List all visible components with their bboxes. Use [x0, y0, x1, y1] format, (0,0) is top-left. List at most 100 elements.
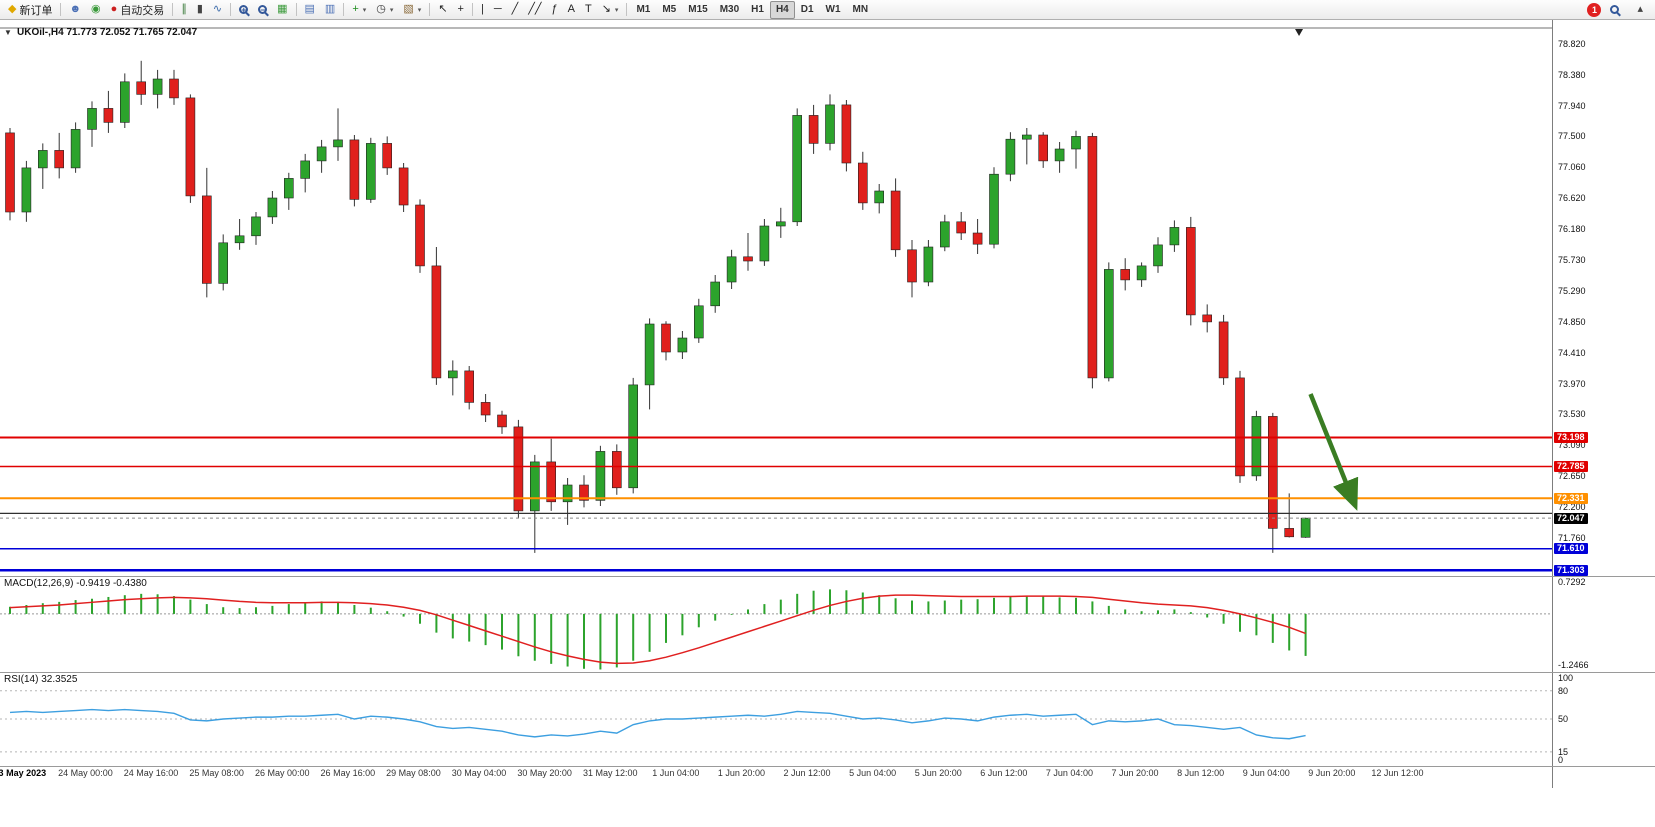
up-arrow-icon: ▴	[1637, 3, 1643, 15]
layout-icon: ▤	[304, 3, 315, 15]
chart-layout-button-1[interactable]: ▤	[300, 1, 320, 19]
axis-tick: 77.940	[1558, 100, 1586, 111]
timeframe-button-w1[interactable]: W1	[825, 4, 841, 15]
timeframe-button-m5[interactable]: M5	[662, 4, 677, 15]
time-axis-label: 25 May 08:00	[189, 768, 244, 778]
time-axis-label: 24 May 16:00	[123, 768, 179, 778]
timeframe-button-m15[interactable]: M15	[688, 4, 708, 15]
axis-tick: 76.180	[1558, 223, 1586, 234]
axis-tick: 72.200	[1558, 502, 1586, 513]
crosshair-icon: +	[457, 3, 464, 15]
timeframe-button-m1[interactable]: M1	[636, 4, 651, 15]
time-axis-label: 30 May 20:00	[517, 768, 572, 778]
vertical-line-button[interactable]: |	[476, 1, 489, 19]
candlestick-chart-button[interactable]: ▮	[192, 1, 208, 19]
price-axis: 78.820 78.380 77.940 77.500 77.060 76.620 76.1…	[1552, 20, 1655, 788]
bar-chart-button[interactable]: ∥	[176, 1, 192, 19]
horizontal-line-button[interactable]: ─	[489, 1, 507, 19]
price-tag: 72.331	[1554, 492, 1588, 504]
price-tag: 71.610	[1554, 543, 1588, 555]
macd-indicator-label: MACD(12,26,9) -0.9419 -0.4380	[4, 578, 147, 589]
toolbar-separator	[429, 3, 431, 16]
add-indicator-button[interactable]: + ▾	[347, 1, 371, 19]
vertical-line-icon: |	[480, 3, 484, 15]
chart-shift-marker[interactable]	[1295, 29, 1304, 36]
text-button[interactable]: A	[563, 1, 580, 19]
new-order-button-label: 新订单	[19, 4, 53, 17]
search-icon	[1610, 5, 1620, 14]
timeframe-button-h4[interactable]: H4	[769, 0, 795, 19]
new-order-button[interactable]: ◆ 新订单	[3, 1, 57, 19]
template-button[interactable]: ▧ ▾	[398, 1, 426, 19]
cursor-button[interactable]: ↖	[433, 1, 452, 19]
timeframe-button-mn[interactable]: MN	[852, 4, 869, 15]
text-icon: A	[567, 3, 575, 15]
timeframe-button-d1[interactable]: D1	[800, 4, 814, 15]
horizontal-line-icon: ─	[493, 3, 502, 15]
axis-tick: 76.620	[1558, 193, 1586, 203]
trendline-icon: ╱	[511, 3, 519, 15]
chart-window: ▼ UKOil-,H4 71.773 72.052 71.765 72.047 …	[0, 20, 1655, 827]
toolbar-separator	[471, 3, 473, 16]
toolbar: ◆ 新订单 ☻ ◉ ● 自动交易 ∥ ▮ ∿ + − ▦ ▤ ▥ + ▾ ◷ ▾ ▧ ▾ ↖ + | ─ ╱ ╱╱ ƒ A T ↘ ▾ M1 M…	[0, 0, 1655, 20]
trendline-button[interactable]: ╱	[507, 1, 524, 19]
chart-layout-button-2[interactable]: ▥	[320, 1, 340, 19]
chart-svg[interactable]	[0, 20, 1552, 788]
price-tag: 73.198	[1554, 432, 1588, 444]
axis-tick: 73.970	[1558, 378, 1586, 389]
rsi-panel-separator[interactable]	[0, 672, 1655, 673]
label-button[interactable]: T	[580, 1, 597, 19]
axis-tick: 78.820	[1558, 39, 1586, 49]
notification-badge[interactable]: 1	[1587, 2, 1602, 17]
toolbar-collapse-button[interactable]: ▴	[1632, 1, 1648, 19]
zoom-in-icon: +	[239, 5, 249, 15]
one-click-trading-collapse-icon[interactable]: ▼	[4, 28, 12, 37]
broadcast-icon: ◉	[91, 3, 101, 15]
autotrading-button[interactable]: ● 自动交易	[106, 1, 170, 19]
axis-tick: 77.500	[1558, 131, 1586, 142]
tile-windows-icon: ▦	[277, 3, 288, 15]
time-axis-label: 5 Jun 04:00	[849, 768, 897, 778]
timeframe-button-m30[interactable]: M30	[719, 4, 740, 15]
time-axis-label: 23 May 2023	[0, 768, 47, 778]
zoom-out-button[interactable]: −	[253, 1, 272, 19]
time-axis-label: 1 Jun 04:00	[652, 768, 700, 778]
time-axis-label: 6 Jun 12:00	[980, 768, 1028, 778]
chart-title: UKOil-,H4 71.773 72.052 71.765 72.047	[17, 27, 198, 38]
line-chart-button[interactable]: ∿	[208, 1, 227, 19]
time-axis-label: 5 Jun 20:00	[914, 768, 962, 778]
tile-windows-button[interactable]: ▦	[272, 1, 292, 19]
axis-tick: 50	[1558, 714, 1569, 724]
channel-button[interactable]: ╱╱	[523, 1, 546, 19]
axis-tick: 74.850	[1558, 316, 1586, 327]
broadcast-button[interactable]: ◉	[86, 1, 106, 19]
macd-panel-separator[interactable]	[0, 576, 1655, 577]
axis-tick: 75.730	[1558, 255, 1586, 266]
search-button[interactable]	[1605, 1, 1624, 19]
chevron-down-icon: ▾	[417, 6, 422, 14]
axis-tick: -1.2466	[1558, 660, 1589, 670]
zoom-in-button[interactable]: +	[234, 1, 253, 19]
toolbar-separator	[60, 3, 62, 16]
label-icon: T	[584, 3, 592, 15]
axis-tick: 77.060	[1558, 162, 1586, 173]
axis-tick: 0	[1558, 755, 1564, 765]
axis-tick: 0.7292	[1558, 577, 1586, 587]
annotation-arrow[interactable]	[1308, 393, 1359, 511]
time-axis-label: 7 Jun 20:00	[1111, 768, 1159, 778]
rsi-indicator-label: RSI(14) 32.3525	[4, 674, 78, 685]
time-axis-label: 1 Jun 20:00	[717, 768, 765, 778]
axis-tick: 78.380	[1558, 69, 1586, 80]
price-tag: 72.785	[1554, 460, 1588, 472]
periods-button[interactable]: ◷ ▾	[371, 1, 398, 19]
arrows-button[interactable]: ↘ ▾	[597, 1, 624, 19]
time-axis-label: 30 May 04:00	[451, 768, 507, 778]
zoom-out-icon: −	[258, 5, 268, 15]
time-axis-label: 24 May 00:00	[58, 768, 113, 778]
profile-button[interactable]: ☻	[64, 1, 86, 19]
crosshair-button[interactable]: +	[453, 1, 469, 19]
new-order-icon: ◆	[8, 3, 17, 15]
time-axis-label: 7 Jun 04:00	[1045, 768, 1093, 778]
timeframe-button-h1[interactable]: H1	[751, 4, 764, 15]
fibonacci-button[interactable]: ƒ	[547, 1, 563, 19]
